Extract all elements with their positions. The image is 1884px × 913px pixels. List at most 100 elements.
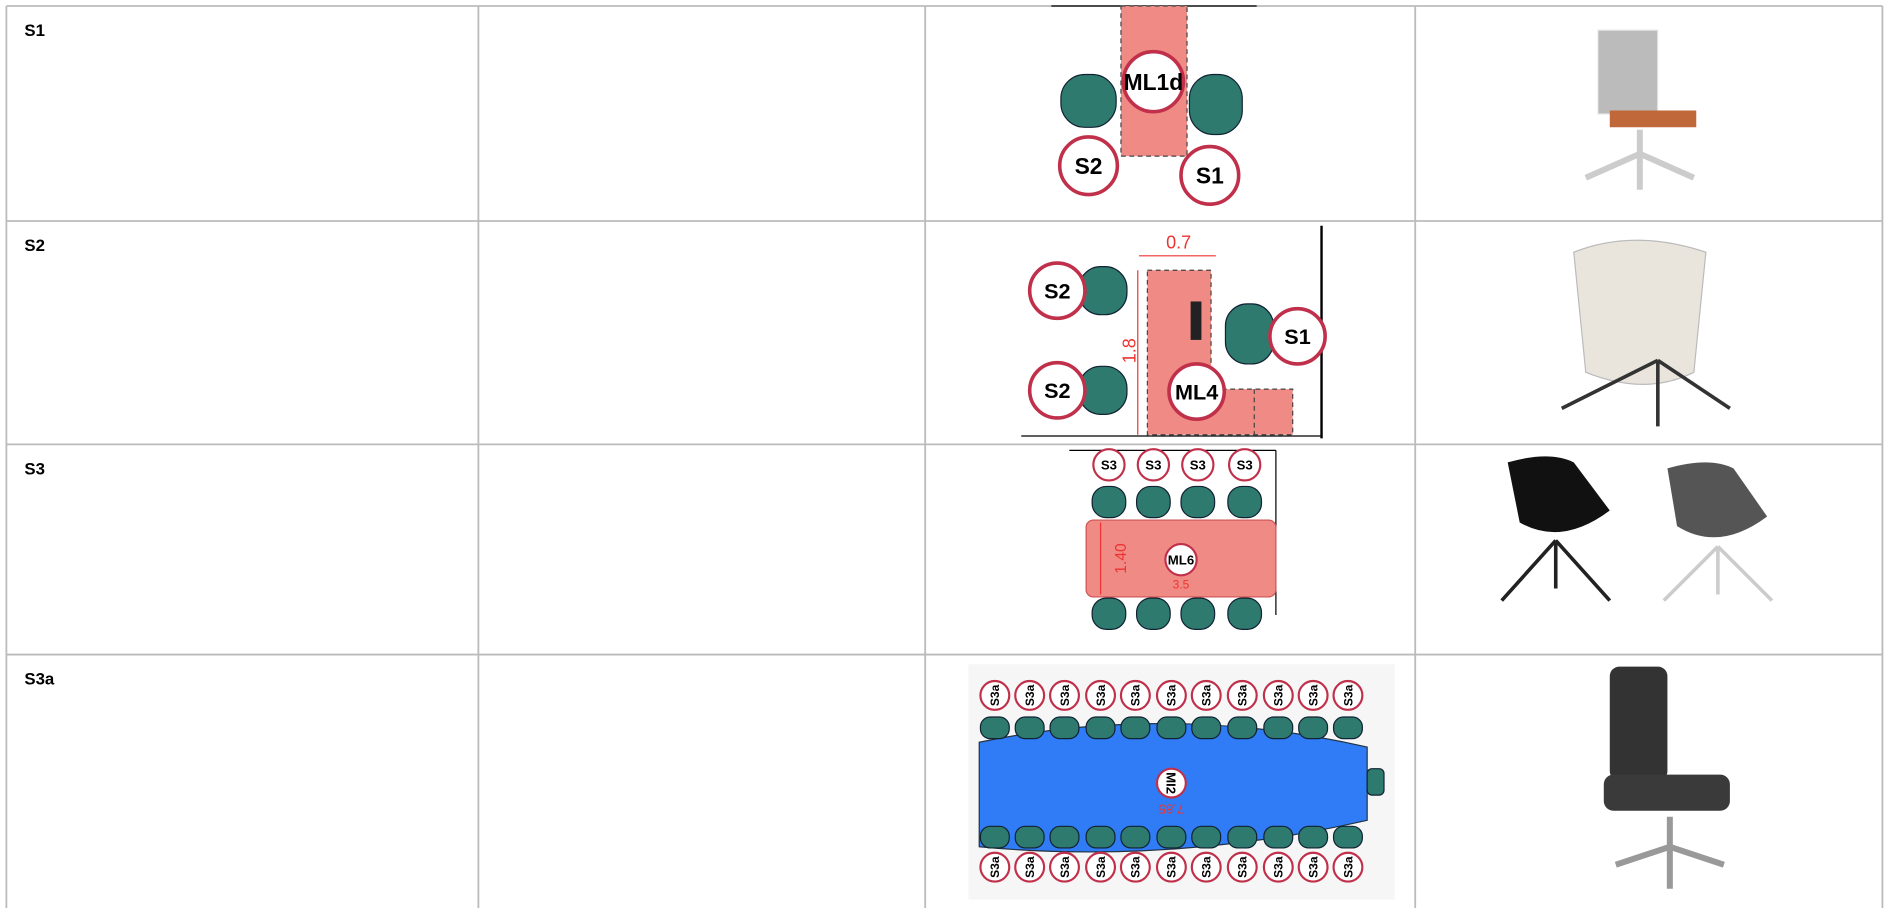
marker-circle [1227,448,1262,482]
marker-label: S3a [1165,856,1179,878]
marker-circle [1226,679,1258,711]
marker-circle [1119,679,1151,711]
chair [1263,716,1294,740]
marker-circle [1155,679,1187,711]
marker-circle [1155,767,1187,799]
marker-label: S3a [1306,856,1320,878]
marker-label: MI2 [1164,772,1179,794]
marker-label: S3a [988,856,1002,878]
marker-circle [1049,679,1081,711]
dimension-label: 1.40 [1113,543,1130,574]
plan-items: S1 S2 S3 S3a ML1d S2 S1 0.7 1.8 S2 S2 S1 ML4 S3 S3 S3 S3… [24,21,1364,883]
chair [1298,825,1329,849]
chair [1180,485,1216,519]
marker-circle [1014,851,1046,883]
chair [979,825,1010,849]
marker-circle [1014,679,1046,711]
chair [1227,485,1263,519]
chair [1227,825,1258,849]
marker-label: S3 [1190,458,1206,473]
marker-circle [1119,851,1151,883]
marker-circle [1155,851,1187,883]
dimension-label: 1.8 [1119,338,1139,363]
marker-circle [1136,448,1171,482]
chair [1227,597,1263,630]
marker-circle [1027,360,1087,420]
marker-circle [1262,851,1294,883]
chair [1085,825,1116,849]
row-label: S3a [24,670,55,689]
marker-circle [1049,851,1081,883]
chair [1060,73,1117,128]
chair-photo-s3a [1603,666,1730,889]
marker-label: S3 [1101,458,1117,473]
chair [1156,716,1187,740]
marker-label: S3a [1094,684,1108,706]
dimension-label: 7.85 [1159,802,1185,817]
chair [1332,716,1363,740]
chair [1156,825,1187,849]
marker-label: S3 [1237,458,1253,473]
marker-circle [1332,679,1364,711]
marker-circle [1085,851,1117,883]
chair-photo-s3 [1500,456,1774,602]
chair [1120,825,1151,849]
chair [1191,825,1222,849]
marker-label: S3a [1129,684,1143,706]
marker-circle [1226,851,1258,883]
marker-label: ML1d [1124,69,1184,95]
marker-circle [1167,362,1227,421]
dimension-label: 3.5 [1173,578,1190,592]
marker-label: S3a [1058,856,1072,878]
marker-label: S2 [1075,153,1103,179]
grid [5,5,1884,909]
marker-label: S3 [1145,458,1161,473]
chair [1191,716,1222,740]
marker-circle [1179,144,1241,206]
marker-circle [1164,542,1198,577]
marker-label: S3a [1023,856,1037,878]
marker-label: S3a [1272,856,1286,878]
chair [1227,716,1258,740]
row-label: S3 [24,459,45,478]
marker-label: S3a [1236,856,1250,878]
chair [1135,597,1171,630]
chair [1091,485,1127,519]
chair [1135,485,1171,519]
marker-circle [1092,448,1126,482]
chair-photo-s2 [1560,239,1731,427]
chair [1188,73,1243,136]
marker-circle [1121,49,1186,114]
row-label: S2 [24,236,45,255]
dimension-label: 0.7 [1166,233,1191,253]
marker-circle [1268,306,1327,366]
marker-label: ML6 [1168,552,1194,567]
marker-label: S3a [1129,856,1143,878]
marker-label: S3a [1094,856,1108,878]
chair-photo-s1 [1584,29,1697,190]
marker-circle [1262,679,1294,711]
marker-circle [979,851,1011,883]
marker-label: S3a [1200,684,1214,706]
marker-label: S2 [1044,378,1070,403]
chair [1180,597,1216,630]
chair [1224,303,1275,365]
chair [1091,597,1127,630]
marker-label: S3a [1306,684,1320,706]
marker-label: S1 [1284,324,1310,349]
marker-label: S2 [1044,278,1070,303]
chair [1263,825,1294,849]
chair [979,716,1010,740]
marker-circle [1027,261,1087,321]
chair [1085,716,1116,740]
marker-label: S3a [1236,684,1250,706]
marker-label: S3a [1272,684,1286,706]
marker-circle [1085,679,1117,711]
marker-circle [1190,679,1222,711]
chair [1298,716,1329,740]
marker-label: S3a [1341,684,1355,706]
chair [1049,716,1080,740]
marker-circle [1181,448,1215,482]
marker-label: ML4 [1175,379,1218,404]
